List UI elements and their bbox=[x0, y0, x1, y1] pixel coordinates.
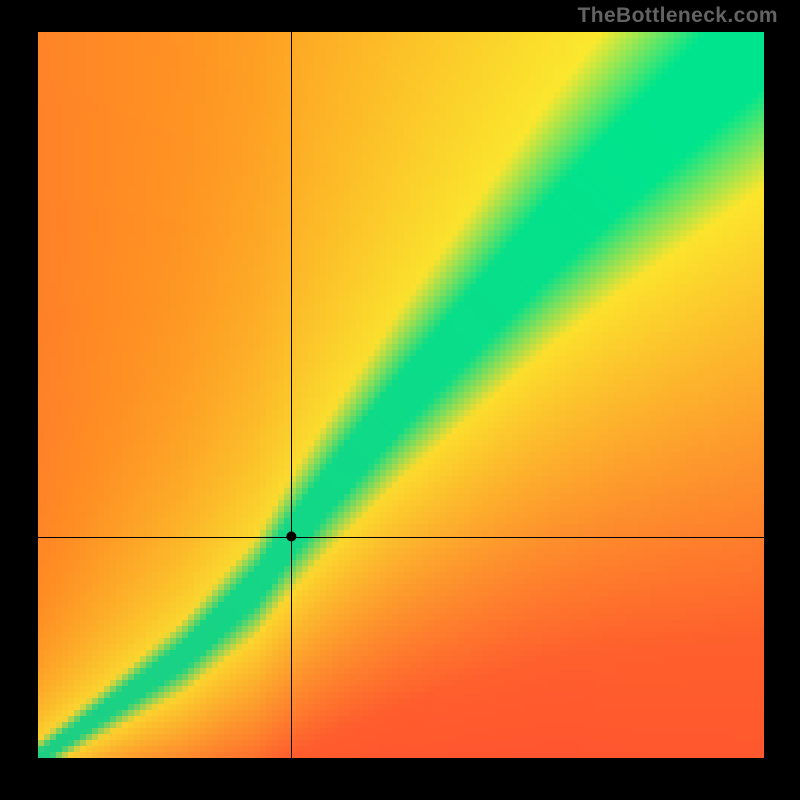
bottleneck-heatmap bbox=[38, 32, 764, 758]
chart-frame: TheBottleneck.com bbox=[0, 0, 800, 800]
watermark-label: TheBottleneck.com bbox=[577, 4, 778, 28]
